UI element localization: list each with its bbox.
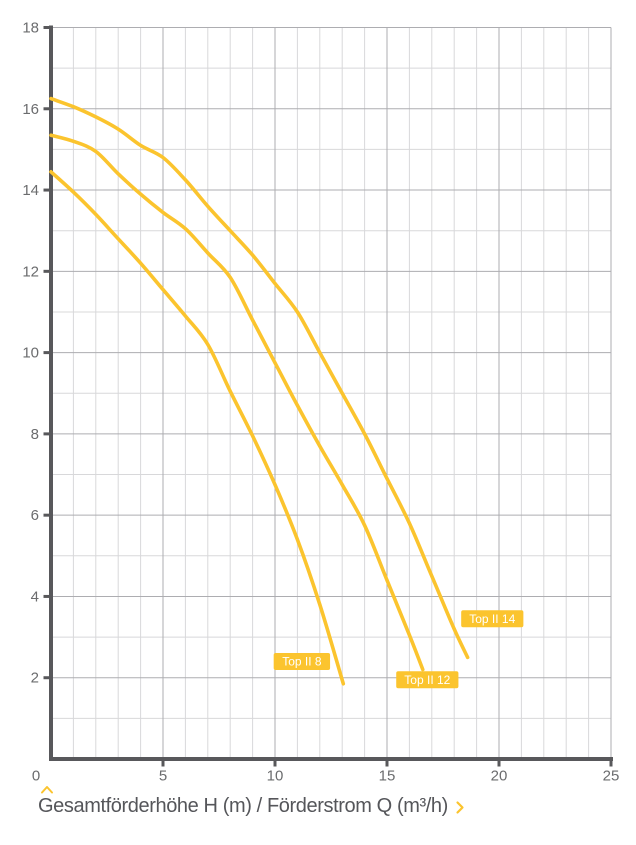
x-tick-label: 5 bbox=[159, 768, 167, 785]
curve-top-ii-14 bbox=[49, 96, 470, 660]
x-tick-label: 15 bbox=[379, 768, 396, 785]
badge-label: Top II 14 bbox=[469, 612, 515, 626]
y-tick-label: 16 bbox=[22, 101, 39, 118]
x-tick-label: 20 bbox=[491, 768, 508, 785]
x-tick-label: 10 bbox=[267, 768, 284, 785]
badge-label: Top II 8 bbox=[282, 655, 322, 669]
y-tick-label: 2 bbox=[31, 670, 39, 687]
y-tick-label: 18 bbox=[22, 20, 39, 37]
badge-label: Top II 12 bbox=[404, 673, 450, 687]
y-axis-arrow-icon bbox=[41, 786, 53, 794]
grid-major bbox=[51, 27, 612, 759]
y-tick-label: 8 bbox=[31, 426, 39, 443]
tick-labels: 2 4 6 8 10 12 14 16 18 0 5 10 15 20 25 bbox=[22, 20, 619, 785]
grid-minor bbox=[51, 27, 611, 759]
curve-top-ii-8 bbox=[49, 170, 346, 686]
axes bbox=[43, 25, 613, 767]
badge-background bbox=[396, 671, 459, 689]
axis-caption: Gesamtförderhöhe H (m) / Förderstrom Q (… bbox=[38, 785, 465, 817]
origin-label: 0 bbox=[32, 768, 40, 785]
curve-label-badge-top-ii-12: Top II 12 bbox=[396, 671, 459, 689]
y-tick-label: 10 bbox=[22, 345, 39, 362]
curve-label-badge-top-ii-14: Top II 14 bbox=[461, 610, 524, 628]
y-tick-label: 14 bbox=[22, 182, 39, 199]
badge-background bbox=[461, 610, 524, 628]
pump-curve-chart: 2 4 6 8 10 12 14 16 18 0 5 10 15 20 25 Top II 8 Top II 1… bbox=[22, 20, 619, 785]
x-axis-arrow-icon bbox=[456, 800, 464, 814]
y-tick-label: 4 bbox=[31, 588, 39, 605]
curve-label-badge-top-ii-8: Top II 8 bbox=[273, 652, 331, 670]
axis-caption-text: Gesamtförderhöhe H (m) / Förderstrom Q (… bbox=[38, 795, 448, 817]
y-tick-label: 12 bbox=[22, 263, 39, 280]
curve-top-ii-12 bbox=[49, 133, 425, 672]
badge-background bbox=[273, 652, 331, 670]
x-tick-label: 25 bbox=[603, 768, 620, 785]
y-tick-label: 6 bbox=[31, 507, 39, 524]
